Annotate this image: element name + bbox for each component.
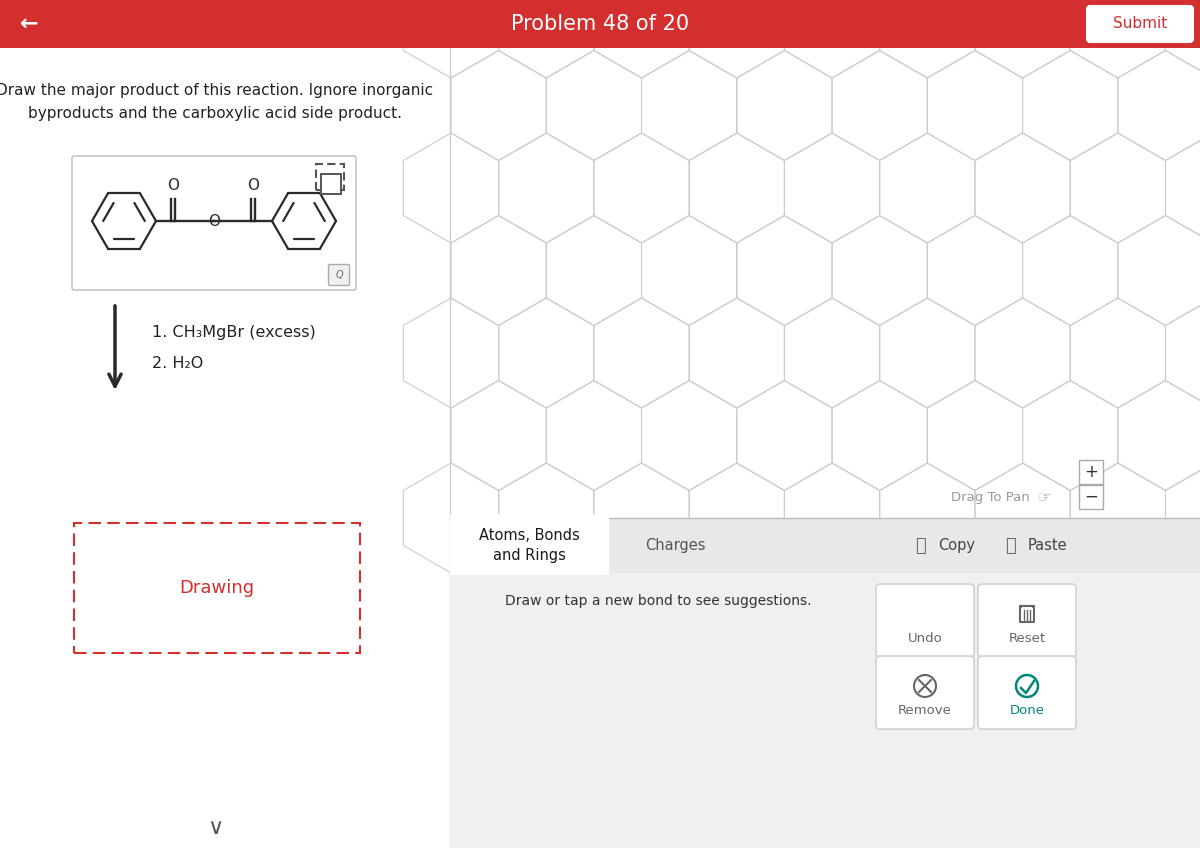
Text: O: O (247, 178, 259, 193)
FancyBboxPatch shape (1079, 460, 1103, 484)
FancyBboxPatch shape (978, 656, 1076, 729)
Text: ☞: ☞ (1038, 490, 1051, 505)
FancyBboxPatch shape (978, 584, 1076, 657)
Bar (0, 0, 1200, 48)
Bar (322, 174, 341, 194)
Bar (450, 518, 1200, 848)
FancyBboxPatch shape (1079, 485, 1103, 509)
Text: ⧉: ⧉ (914, 537, 925, 555)
FancyBboxPatch shape (72, 156, 356, 290)
FancyBboxPatch shape (1087, 6, 1193, 42)
Text: Reset: Reset (1008, 633, 1045, 645)
Text: Atoms, Bonds
and Rings: Atoms, Bonds and Rings (479, 528, 580, 563)
Bar (0, 48, 450, 848)
Text: Drag To Pan: Drag To Pan (952, 492, 1030, 505)
FancyBboxPatch shape (876, 584, 974, 657)
Bar (450, 573, 1200, 848)
Text: Drawing: Drawing (180, 579, 254, 597)
Text: Paste: Paste (1028, 538, 1068, 553)
Text: Remove: Remove (898, 704, 952, 717)
Text: Draw the major product of this reaction. Ignore inorganic
byproducts and the car: Draw the major product of this reaction.… (0, 83, 433, 121)
Text: 1. CH₃MgBr (excess): 1. CH₃MgBr (excess) (152, 325, 316, 339)
Bar (316, 164, 344, 190)
Text: Done: Done (1009, 704, 1044, 717)
Text: Q: Q (335, 270, 343, 280)
Text: Copy: Copy (938, 538, 974, 553)
Text: ⧉: ⧉ (1004, 537, 1015, 555)
Text: −: − (1084, 488, 1098, 506)
Text: Problem 48 of 20: Problem 48 of 20 (511, 14, 689, 34)
Text: 2. H₂O: 2. H₂O (152, 356, 203, 371)
Text: Charges: Charges (644, 538, 706, 553)
Text: Submit: Submit (1112, 16, 1168, 31)
FancyBboxPatch shape (329, 265, 349, 286)
Bar (450, 48, 1200, 518)
Text: O: O (167, 178, 179, 193)
Text: ∨: ∨ (206, 818, 223, 838)
Bar (322, 174, 341, 194)
FancyBboxPatch shape (876, 656, 974, 729)
Text: Draw or tap a new bond to see suggestions.: Draw or tap a new bond to see suggestion… (505, 594, 811, 608)
FancyBboxPatch shape (450, 514, 610, 575)
Text: Undo: Undo (907, 633, 942, 645)
Text: +: + (1084, 463, 1098, 481)
Text: ←: ← (20, 14, 38, 34)
Text: O: O (208, 215, 220, 230)
Bar (74, 523, 360, 653)
